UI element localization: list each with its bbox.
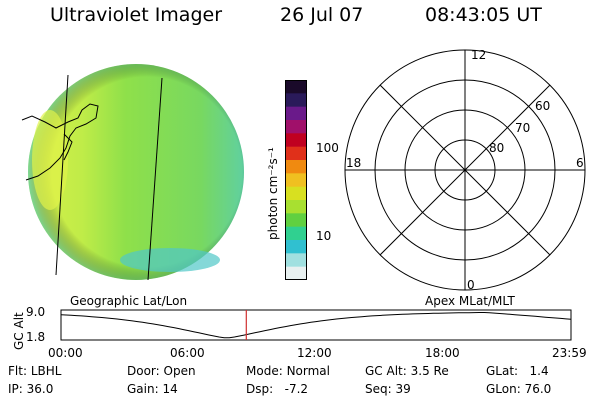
x-tick-2359: 23:59 bbox=[552, 346, 587, 360]
info-gain: Gain: 14 bbox=[127, 382, 178, 396]
colorbar-segment bbox=[285, 146, 307, 161]
info-ip: IP: 36.0 bbox=[8, 382, 54, 396]
colorbar-segment bbox=[285, 120, 307, 134]
colorbar-tick-100: 100 bbox=[316, 141, 339, 155]
x-tick-1800: 18:00 bbox=[425, 346, 460, 360]
time-label: 08:43:05 UT bbox=[425, 4, 542, 26]
geographic-panel-title: Geographic Lat/Lon bbox=[70, 294, 188, 308]
altitude-plot-frame bbox=[60, 309, 572, 341]
meridian-line bbox=[55, 74, 69, 276]
info-dsp: Dsp: -7.2 bbox=[246, 382, 309, 396]
altitude-curve bbox=[60, 312, 572, 339]
colorbar-frame bbox=[285, 80, 307, 280]
colorbar-segment bbox=[285, 106, 307, 121]
meridian-line bbox=[147, 77, 163, 281]
colorbar-segment bbox=[285, 186, 307, 201]
altitude-tick-max: 9.0 bbox=[26, 305, 46, 319]
colorbar-segment bbox=[285, 80, 307, 94]
coastline bbox=[63, 133, 73, 161]
colorbar-segment bbox=[285, 173, 307, 188]
info-glon: GLon: 76.0 bbox=[486, 382, 552, 396]
x-tick-0600: 06:00 bbox=[170, 346, 205, 360]
x-tick-1200: 12:00 bbox=[297, 346, 332, 360]
colorbar-segment bbox=[285, 253, 307, 268]
altitude-plot bbox=[60, 309, 572, 341]
info-flt: Flt: LBHL bbox=[8, 364, 62, 378]
colorbar-segment bbox=[285, 93, 307, 108]
lat-label-80: 80 bbox=[489, 141, 504, 155]
altitude-tick-min: 1.8 bbox=[26, 330, 46, 344]
mlt-label-0: 0 bbox=[467, 278, 475, 292]
colorbar-unit-label: photon cm⁻²s⁻¹ bbox=[266, 147, 280, 240]
altitude-ylabel: GC Alt bbox=[12, 312, 26, 350]
colorbar-segment bbox=[285, 266, 307, 280]
info-seq: Seq: 39 bbox=[365, 382, 411, 396]
info-glat: GLat: 1.4 bbox=[486, 364, 549, 378]
info-gc-alt: GC Alt: 3.5 Re bbox=[365, 364, 449, 378]
bright-region bbox=[32, 110, 68, 210]
uv-disk-image bbox=[21, 64, 244, 281]
colorbar-segment bbox=[285, 200, 307, 214]
colorbar-segment bbox=[285, 226, 307, 241]
colorbar-segment bbox=[285, 213, 307, 228]
polar-plot: 12 18 6 0 60 70 80 bbox=[344, 48, 586, 292]
info-mode: Mode: Normal bbox=[246, 364, 330, 378]
disk-rim-shading bbox=[28, 64, 244, 280]
mlt-label-12: 12 bbox=[471, 48, 486, 62]
dim-region bbox=[120, 248, 220, 272]
lat-label-70: 70 bbox=[515, 121, 530, 135]
coastline bbox=[21, 103, 99, 181]
colorbar-segment bbox=[285, 133, 307, 148]
instrument-title: Ultraviolet Imager bbox=[50, 4, 223, 26]
date-label: 26 Jul 07 bbox=[280, 4, 364, 26]
polar-diagonal bbox=[379, 84, 551, 256]
polar-panel-title: Apex MLat/MLT bbox=[425, 294, 515, 308]
mlt-label-18: 18 bbox=[346, 156, 361, 170]
color-bar bbox=[285, 80, 307, 280]
colorbar-segment bbox=[285, 240, 307, 254]
info-door: Door: Open bbox=[127, 364, 196, 378]
x-tick-0000: 00:00 bbox=[48, 346, 83, 360]
colorbar-segment bbox=[285, 160, 307, 174]
lat-label-60: 60 bbox=[535, 99, 550, 113]
mlt-label-6: 6 bbox=[576, 156, 584, 170]
colorbar-tick-10: 10 bbox=[316, 229, 332, 243]
